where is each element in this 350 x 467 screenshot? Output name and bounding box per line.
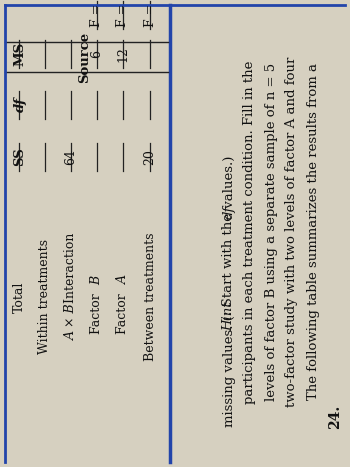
Text: two-factor study with two levels of factor A and four: two-factor study with two levels of fact… bbox=[286, 57, 299, 407]
Text: df: df bbox=[223, 205, 236, 219]
Text: 12: 12 bbox=[117, 46, 130, 62]
Text: 6: 6 bbox=[91, 50, 104, 58]
Text: values.): values.) bbox=[223, 156, 236, 212]
Text: Hint: Hint bbox=[223, 301, 236, 331]
Text: F =: F = bbox=[91, 3, 104, 27]
Text: Factor: Factor bbox=[117, 290, 130, 334]
Text: levels of factor B using a separate sample of n = 5: levels of factor B using a separate samp… bbox=[265, 63, 278, 401]
Text: MS: MS bbox=[14, 42, 27, 66]
Text: Source: Source bbox=[78, 31, 91, 83]
Text: 20: 20 bbox=[144, 149, 156, 165]
Text: F =: F = bbox=[117, 3, 130, 27]
Text: Factor: Factor bbox=[91, 290, 104, 334]
Text: A × B: A × B bbox=[64, 304, 77, 340]
Text: SS: SS bbox=[14, 148, 27, 166]
Text: Interaction: Interaction bbox=[64, 233, 77, 307]
Text: 64: 64 bbox=[64, 149, 77, 165]
Text: A: A bbox=[117, 276, 130, 284]
Text: : Start with the: : Start with the bbox=[223, 208, 236, 315]
Text: B: B bbox=[91, 276, 104, 284]
Text: F =: F = bbox=[144, 3, 156, 27]
Text: participants in each treatment condition. Fill in the: participants in each treatment condition… bbox=[244, 60, 257, 403]
Text: The following table summarizes the results from a: The following table summarizes the resul… bbox=[307, 64, 320, 401]
Text: df: df bbox=[14, 98, 27, 113]
Text: Between treatments: Between treatments bbox=[144, 233, 156, 361]
Text: missing values. (: missing values. ( bbox=[223, 315, 236, 427]
Text: 24.: 24. bbox=[328, 405, 342, 429]
Text: Within treatments: Within treatments bbox=[38, 240, 51, 354]
Text: Total: Total bbox=[13, 281, 26, 313]
